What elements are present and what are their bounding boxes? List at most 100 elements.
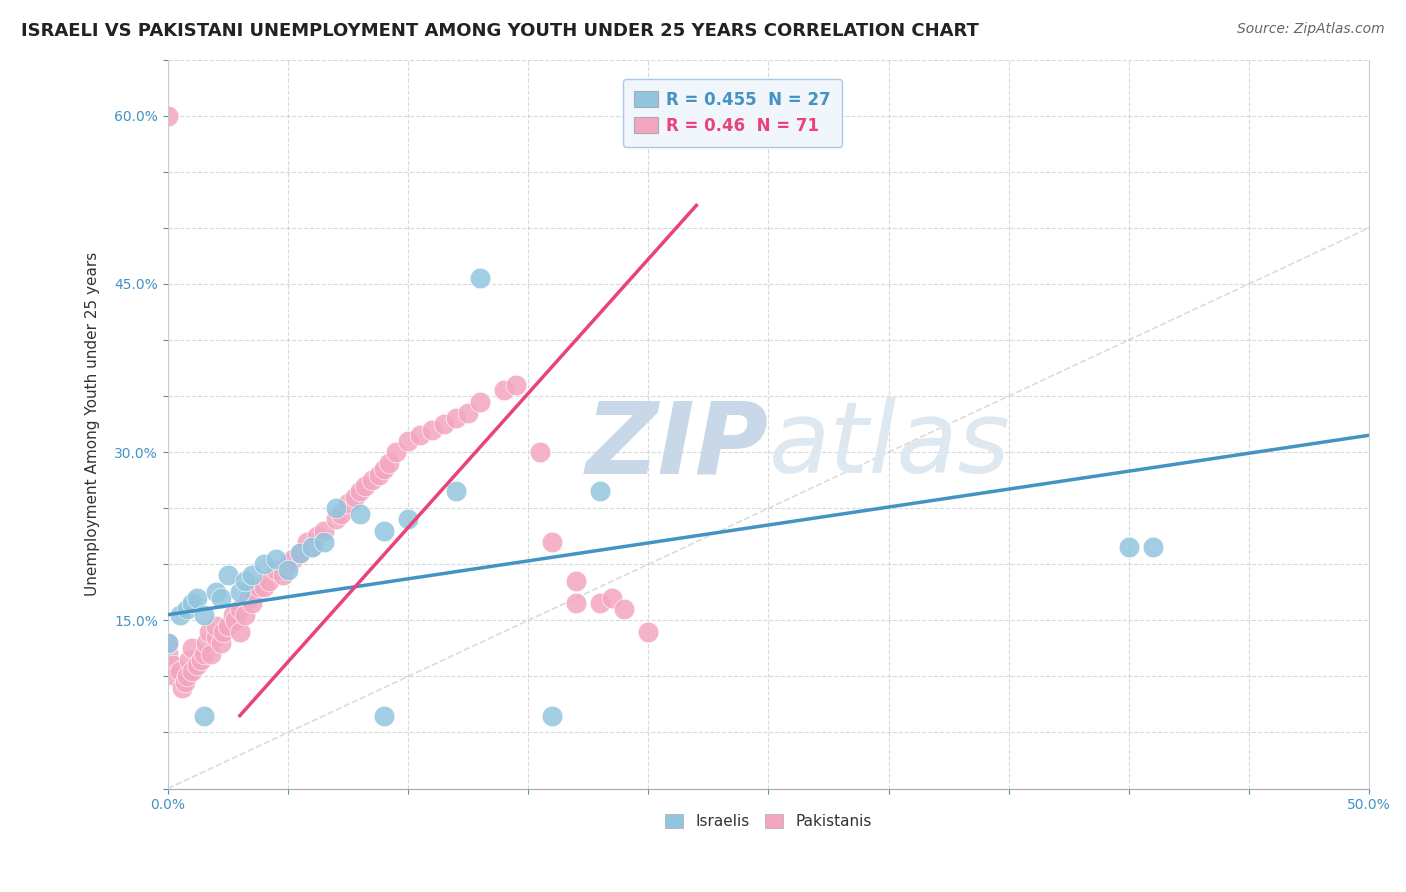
Text: ISRAELI VS PAKISTANI UNEMPLOYMENT AMONG YOUTH UNDER 25 YEARS CORRELATION CHART: ISRAELI VS PAKISTANI UNEMPLOYMENT AMONG … [21,22,979,40]
Point [468,394,491,409]
Point [162,658,184,673]
Point [1118,541,1140,555]
Point [433,417,456,431]
Point [565,574,588,588]
Point [373,524,395,538]
Point [373,462,395,476]
Point [180,597,202,611]
Point [200,647,222,661]
Point [494,384,516,398]
Point [247,580,270,594]
Point [277,558,299,572]
Point [264,551,287,566]
Point [337,495,360,509]
Point [312,524,335,538]
Point [240,568,263,582]
Point [179,652,201,666]
Point [444,484,467,499]
Point [409,428,432,442]
Point [325,512,347,526]
Point [541,708,564,723]
Point [468,271,491,285]
Point [229,602,252,616]
Point [186,658,208,673]
Point [301,541,323,555]
Point [180,641,202,656]
Point [217,619,239,633]
Point [193,708,215,723]
Point [193,647,215,661]
Legend: Israelis, Pakistanis: Israelis, Pakistanis [659,808,879,836]
Point [613,602,636,616]
Point [600,591,623,605]
Point [169,664,191,678]
Point [229,585,252,599]
Point [329,507,352,521]
Point [301,541,323,555]
Point [385,445,408,459]
Text: ZIP: ZIP [585,398,769,494]
Point [295,534,318,549]
Point [205,585,228,599]
Point [217,568,239,582]
Point [305,529,328,543]
Point [156,647,179,661]
Text: atlas: atlas [769,398,1010,494]
Point [396,512,419,526]
Point [349,484,371,499]
Point [172,681,194,695]
Point [156,636,179,650]
Point [288,546,311,560]
Point [257,574,280,588]
Point [637,624,659,639]
Point [349,507,371,521]
Point [229,624,252,639]
Point [361,473,384,487]
Point [173,675,195,690]
Point [589,484,612,499]
Point [565,597,588,611]
Point [271,568,294,582]
Point [253,580,276,594]
Point [1142,541,1164,555]
Point [457,406,479,420]
Point [212,624,235,639]
Point [368,467,391,482]
Point [163,669,186,683]
Point [169,607,191,622]
Point [197,624,219,639]
Point [209,591,232,605]
Point [176,669,198,683]
Point [224,613,246,627]
Point [505,377,527,392]
Point [221,607,243,622]
Point [353,479,375,493]
Point [205,630,228,644]
Y-axis label: Unemployment Among Youth under 25 years: Unemployment Among Youth under 25 years [86,252,100,596]
Point [373,708,395,723]
Point [281,551,304,566]
Point [444,411,467,425]
Point [243,585,266,599]
Point [529,445,551,459]
Point [156,636,179,650]
Point [288,546,311,560]
Point [420,423,443,437]
Point [233,607,256,622]
Text: Source: ZipAtlas.com: Source: ZipAtlas.com [1237,22,1385,37]
Point [240,597,263,611]
Point [277,563,299,577]
Point [312,534,335,549]
Point [325,501,347,516]
Point [396,434,419,448]
Point [238,591,260,605]
Point [233,574,256,588]
Point [264,563,287,577]
Point [253,558,276,572]
Point [344,490,367,504]
Point [378,456,401,470]
Point [209,636,232,650]
Point [541,534,564,549]
Point [190,652,212,666]
Point [205,619,228,633]
